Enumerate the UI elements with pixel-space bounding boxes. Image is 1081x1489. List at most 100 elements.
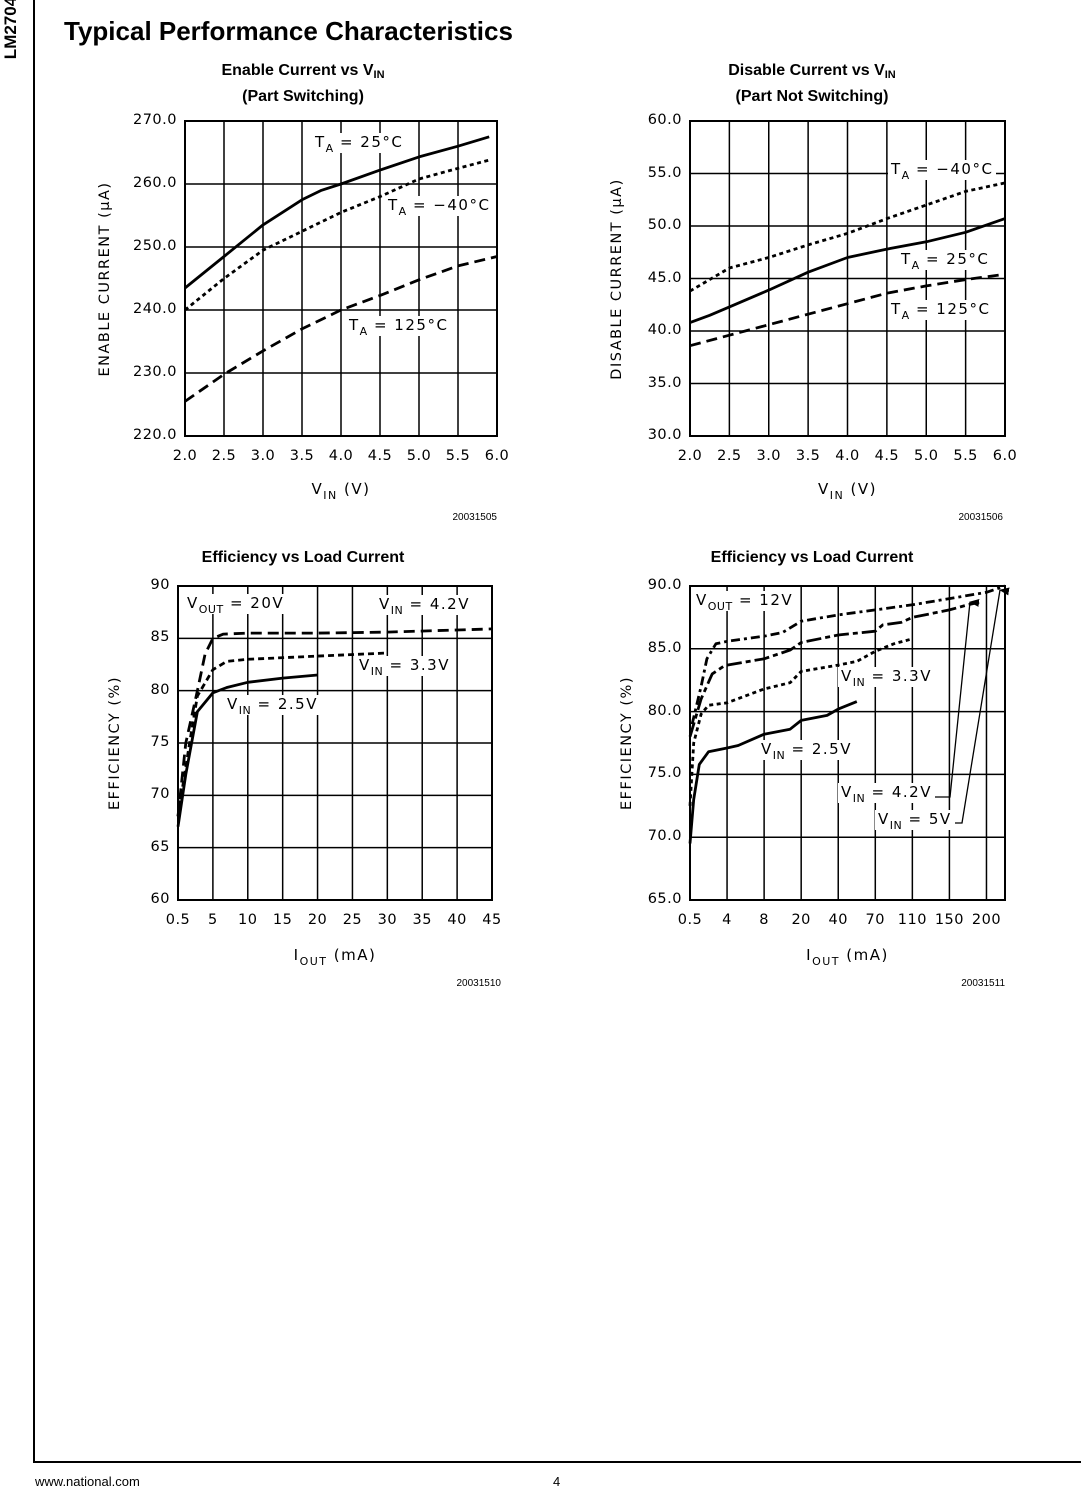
chart-1-title: Enable Current vs VIN (Part Switching) (123, 60, 483, 108)
chart-2-title-sub: IN (884, 69, 896, 81)
x-tick-label: 2.0 (677, 448, 703, 464)
page-title: Typical Performance Characteristics (64, 16, 513, 46)
y-tick-label: 75.0 (647, 765, 682, 782)
footer-page-number: 4 (553, 1474, 561, 1489)
y-tick-label: 65.0 (647, 891, 682, 907)
x-tick-label: 4 (722, 912, 732, 928)
y-tick-label: 45.0 (647, 269, 682, 286)
x-tick-label: 25 (342, 912, 363, 928)
y-axis-label: ENABLE CURRENT (μA) (97, 180, 113, 377)
x-tick-label: 2.0 (172, 448, 198, 464)
x-tick-label: 110 (897, 912, 927, 928)
x-tick-label: 4.5 (874, 448, 900, 464)
x-tick-label: 3.5 (289, 448, 315, 464)
figure-id: 20031505 (452, 512, 498, 523)
x-tick-label: 8 (759, 912, 769, 928)
x-tick-label: 2.5 (717, 448, 742, 464)
y-tick-label: 85.0 (647, 639, 682, 656)
series-line-3 (688, 637, 913, 806)
x-axis-label: VIN (V) (818, 480, 877, 502)
condition-annotation: VOUT = 20V (184, 594, 288, 616)
series-line-2 (184, 158, 490, 312)
x-tick-label: 5.0 (913, 448, 939, 464)
y-tick-label: 90.0 (647, 577, 682, 593)
y-tick-label: 270.0 (132, 112, 177, 128)
y-tick-label: 35.0 (647, 374, 682, 391)
arrow-vin-4.2v (932, 598, 980, 798)
y-tick-label: 80 (150, 681, 170, 698)
chart-1-title-text: Enable Current vs V (221, 62, 374, 79)
y-tick-label: 65 (150, 838, 170, 855)
left-border-rule (33, 0, 35, 1462)
series-label: VIN = 4.2V (838, 783, 935, 805)
x-tick-label: 5.0 (406, 448, 432, 464)
x-tick-label: 40 (828, 912, 848, 928)
x-tick-label: 4.0 (328, 448, 354, 464)
x-tick-label: 200 (971, 912, 1002, 928)
x-tick-label: 40 (447, 912, 467, 928)
series-label: TA = 125°C (888, 300, 994, 322)
series-line-1 (689, 181, 1006, 293)
x-tick-label: 6.0 (484, 448, 510, 464)
chart-3-title-text: Efficiency vs Load Current (201, 549, 405, 566)
series-label: VIN = 4.2V (376, 595, 473, 617)
plot-frame (184, 120, 498, 437)
x-tick-label: 20 (307, 912, 328, 928)
x-tick-label: 10 (238, 912, 258, 928)
x-tick-label: 150 (934, 912, 964, 928)
x-tick-label: 70 (865, 912, 886, 928)
y-tick-label: 250.0 (132, 238, 177, 254)
chart-2-title-text: Disable Current vs V (728, 62, 885, 79)
x-tick-label: 3.5 (795, 448, 821, 464)
series-label: TA = −40°C (888, 160, 997, 182)
x-tick-label: 5.5 (953, 448, 978, 464)
y-tick-label: 220.0 (132, 427, 177, 443)
series-label: TA = 25°C (898, 250, 993, 272)
chart-1-title-sub: IN (373, 69, 385, 81)
x-axis-label: IOUT (mA) (293, 946, 377, 968)
chart-4-title: Efficiency vs Load Current (632, 547, 992, 569)
x-axis-label: VIN (V) (311, 480, 371, 502)
series-label: TA = 25°C (312, 133, 407, 155)
x-tick-label: 5 (208, 912, 218, 928)
x-tick-label: 6.0 (992, 448, 1018, 464)
y-tick-label: 60 (150, 891, 170, 907)
y-tick-label: 80.0 (647, 702, 682, 719)
plot-frame (177, 585, 493, 901)
y-tick-label: 60.0 (647, 112, 682, 128)
x-tick-label: 3.0 (250, 448, 276, 464)
footer-url[interactable]: www.national.com (35, 1474, 140, 1489)
x-tick-label: 2.5 (211, 448, 237, 464)
chart-3-title: Efficiency vs Load Current (123, 547, 483, 569)
y-axis-label: EFFICIENCY (%) (107, 676, 123, 810)
y-axis-label: DISABLE CURRENT (μA) (609, 177, 625, 380)
figure-id: 20031506 (958, 512, 1004, 523)
series-label: VIN = 3.3V (356, 656, 453, 678)
chart-2-title: Disable Current vs VIN (Part Not Switchi… (632, 60, 992, 108)
chart-1-subtitle: (Part Switching) (242, 88, 364, 105)
y-tick-label: 50.0 (647, 217, 682, 233)
series-label: VIN = 2.5V (758, 740, 855, 762)
condition-annotation: VOUT = 12V (693, 591, 797, 613)
y-tick-label: 30.0 (647, 427, 682, 443)
x-tick-label: 0.5 (677, 912, 703, 928)
y-tick-label: 85 (150, 629, 170, 646)
x-tick-label: 0.5 (165, 912, 191, 928)
x-tick-label: 4.5 (367, 448, 393, 464)
series-label: VIN = 2.5V (224, 695, 321, 717)
series-label: VIN = 5V (875, 810, 955, 832)
x-tick-label: 30 (377, 912, 398, 928)
bottom-border-rule (33, 1461, 1081, 1463)
x-tick-label: 15 (272, 912, 293, 928)
x-tick-label: 45 (482, 912, 502, 928)
y-tick-label: 230.0 (132, 364, 177, 380)
y-tick-label: 55.0 (647, 164, 682, 181)
series-line-2 (688, 600, 980, 738)
x-tick-label: 35 (412, 912, 432, 928)
y-tick-label: 70 (150, 786, 170, 803)
x-tick-label: 4.0 (835, 448, 860, 464)
chart-2-subtitle: (Part Not Switching) (735, 88, 889, 105)
y-tick-label: 70.0 (647, 828, 682, 845)
figure-id: 20031511 (961, 978, 1005, 989)
y-tick-label: 260.0 (132, 175, 177, 191)
